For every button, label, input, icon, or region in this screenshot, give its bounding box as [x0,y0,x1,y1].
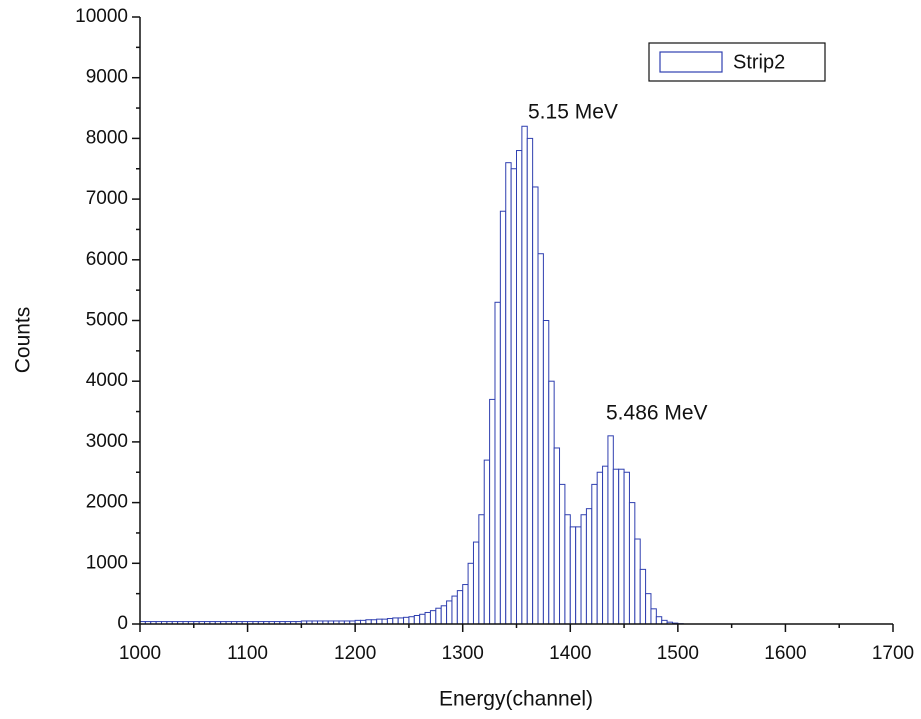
bar [537,253,544,625]
bar [526,137,534,625]
bar [650,608,657,625]
x-axis-label: Energy(channel) [439,688,593,711]
bar [596,471,604,625]
bar [456,590,464,625]
bar [602,465,609,625]
bar [591,483,598,625]
bar [607,435,614,625]
x-tick-label: 1500 [657,643,699,664]
bar [462,584,469,625]
bar [612,468,620,625]
bar [532,186,539,625]
bar [575,526,582,625]
y-tick-label: 4000 [86,370,128,391]
annotation: 5.15 MeV [528,101,618,124]
bar [580,514,587,625]
bar [472,541,480,625]
bar [623,471,630,625]
bar [645,593,652,625]
y-tick-label: 8000 [86,127,128,148]
bar [634,538,641,625]
bar [559,483,566,625]
bar [435,607,442,625]
annotation: 5.486 MeV [606,402,708,425]
bar [553,447,561,625]
bar [521,125,528,625]
y-tick-label: 1000 [86,552,128,573]
bar [510,168,518,625]
bar [408,616,415,625]
bar [397,617,405,625]
bar [413,615,421,625]
legend-label: Strip2 [733,51,785,73]
x-tick-label: 1300 [442,643,484,664]
bar [618,468,625,625]
y-tick-label: 2000 [86,492,128,513]
bar [585,508,593,625]
legend-swatch [659,51,723,73]
bar [548,380,555,625]
bar [446,600,453,625]
bar [489,398,496,625]
bar [542,320,550,625]
bar [639,568,647,625]
bar [569,526,577,625]
y-tick-label: 3000 [86,431,128,452]
y-tick-label: 9000 [86,67,128,88]
bar [467,562,474,625]
bar [403,616,410,625]
bar [429,610,437,625]
y-axis-label: Counts [12,307,35,374]
y-tick-label: 10000 [75,6,128,27]
x-tick-label: 1700 [872,643,914,664]
y-tick-label: 6000 [86,249,128,270]
bar [419,613,426,625]
bar [386,618,394,625]
y-tick-label: 5000 [86,310,128,331]
x-tick-label: 1400 [549,643,591,664]
bar [564,514,571,625]
bar [478,514,485,625]
bar [499,210,507,625]
bar [424,611,431,625]
bar [392,617,399,625]
bar [440,605,448,625]
x-tick-label: 1600 [764,643,806,664]
bar [628,502,636,625]
y-tick-label: 7000 [86,188,128,209]
y-tick-label: 0 [117,613,128,634]
bar [451,595,458,625]
x-tick-label: 1000 [119,643,161,664]
bar [505,162,512,625]
bar [655,616,663,625]
bar [494,301,501,625]
bar [516,150,523,625]
x-tick-label: 1200 [334,643,376,664]
bar [483,459,491,625]
x-tick-label: 1100 [227,643,268,664]
